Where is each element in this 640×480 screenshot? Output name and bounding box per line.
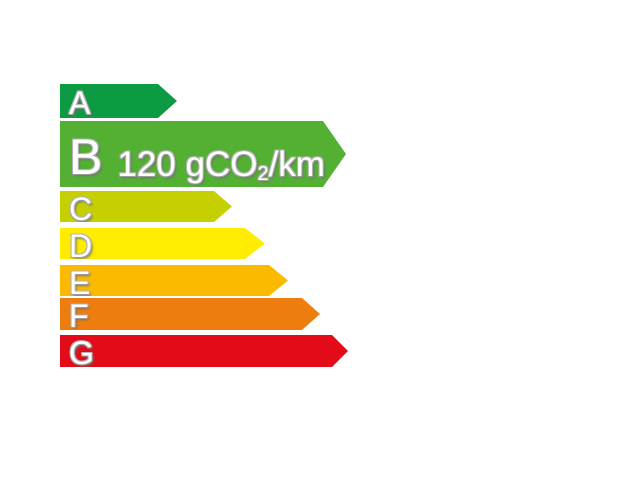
co2-value-text: 120 gCO2/km xyxy=(117,145,325,184)
rating-bar-d: D xyxy=(60,228,265,259)
rating-bar-a: A xyxy=(60,84,177,118)
rating-letter-g: G xyxy=(69,335,94,371)
rating-bar-c: C xyxy=(60,191,232,222)
rating-letter-c: C xyxy=(69,190,93,227)
rating-letter-b: B xyxy=(69,129,103,185)
co2-value-suffix: /km xyxy=(268,145,325,184)
co2-value-main: 120 gCO xyxy=(117,145,258,184)
rating-bar-g: G xyxy=(60,335,348,367)
rating-letter-f: F xyxy=(69,298,89,334)
rating-bar-e: E xyxy=(60,265,288,296)
rating-bar-f: F xyxy=(60,298,320,330)
rating-letter-d: D xyxy=(69,227,93,264)
rating-letter-a: A xyxy=(69,85,91,121)
rating-bar-b: B 120 gCO2/km xyxy=(60,121,346,187)
co2-subscript: 2 xyxy=(257,163,269,185)
co2-efficiency-label: A B 120 gCO2/km C D E F G xyxy=(60,84,348,367)
rating-letter-e: E xyxy=(69,264,91,301)
